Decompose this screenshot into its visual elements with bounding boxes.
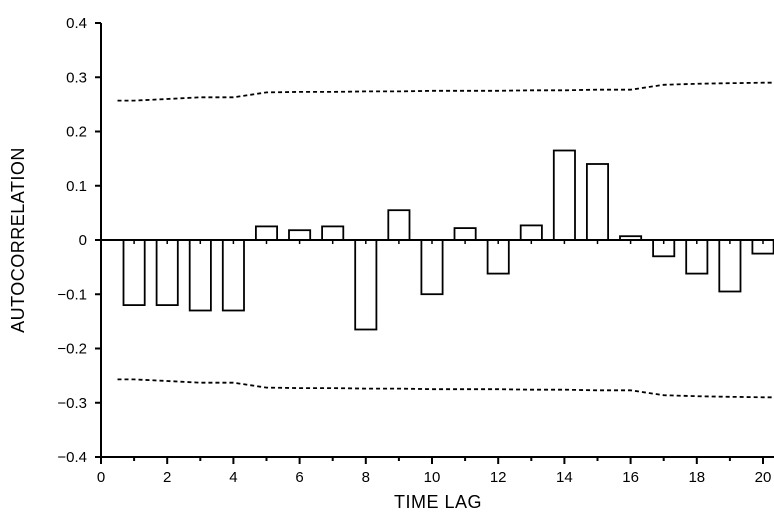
y-tick-label: −0.1 [57, 286, 87, 303]
y-tick-label: 0.2 [66, 124, 87, 141]
bar-lag-7 [321, 225, 345, 241]
y-tick-label: −0.3 [57, 395, 87, 412]
x-tick-label: 2 [163, 469, 171, 486]
bar-lag-13 [519, 224, 543, 241]
bar-lag-2 [155, 239, 179, 306]
x-tick-label: 20 [755, 469, 772, 486]
bar-lag-1 [122, 239, 146, 306]
bar-lag-11 [453, 227, 477, 241]
y-tick-label: −0.2 [57, 341, 87, 358]
bar-lag-9 [387, 209, 411, 241]
x-tick-label: 0 [97, 469, 105, 486]
axes [95, 22, 774, 464]
bar-lag-19 [718, 239, 742, 293]
tick-labels: −0.4 −0.3 −0.2 −0.1 0 0.1 0.2 0.3 0.4 0 2 4 6 8 10 12 14… [57, 15, 771, 486]
bars [122, 149, 774, 331]
bar-lag-12 [486, 239, 510, 275]
bar-lag-6 [288, 229, 312, 241]
x-tick-label: 4 [229, 469, 237, 486]
x-tick-label: 12 [490, 469, 507, 486]
bar-lag-15 [586, 163, 610, 241]
lower-confidence-line [117, 378, 774, 399]
x-tick-label: 18 [688, 469, 705, 486]
upper-confidence-line [117, 81, 774, 102]
x-tick-label: 14 [556, 469, 573, 486]
y-axis-title: AUTOCORRELATION [8, 147, 28, 333]
y-tick-label: 0.4 [66, 15, 87, 32]
y-tick-label: 0.1 [66, 178, 87, 195]
x-tick-label: 10 [424, 469, 441, 486]
bar-lag-4 [221, 239, 245, 312]
x-axis-title: TIME LAG [394, 492, 482, 512]
confidence-bands [117, 81, 774, 399]
bar-lag-10 [420, 239, 444, 296]
bar-lag-5 [254, 225, 278, 241]
bar-lag-3 [188, 239, 212, 312]
bar-lag-8 [354, 239, 378, 331]
x-tick-label: 8 [362, 469, 370, 486]
x-tick-label: 6 [295, 469, 303, 486]
y-tick-label: 0.3 [66, 69, 87, 86]
y-tick-label: 0 [79, 232, 87, 249]
bar-lag-14 [552, 149, 576, 241]
y-tick-label: −0.4 [57, 449, 87, 466]
x-tick-label: 16 [622, 469, 639, 486]
bar-lag-18 [685, 239, 709, 275]
